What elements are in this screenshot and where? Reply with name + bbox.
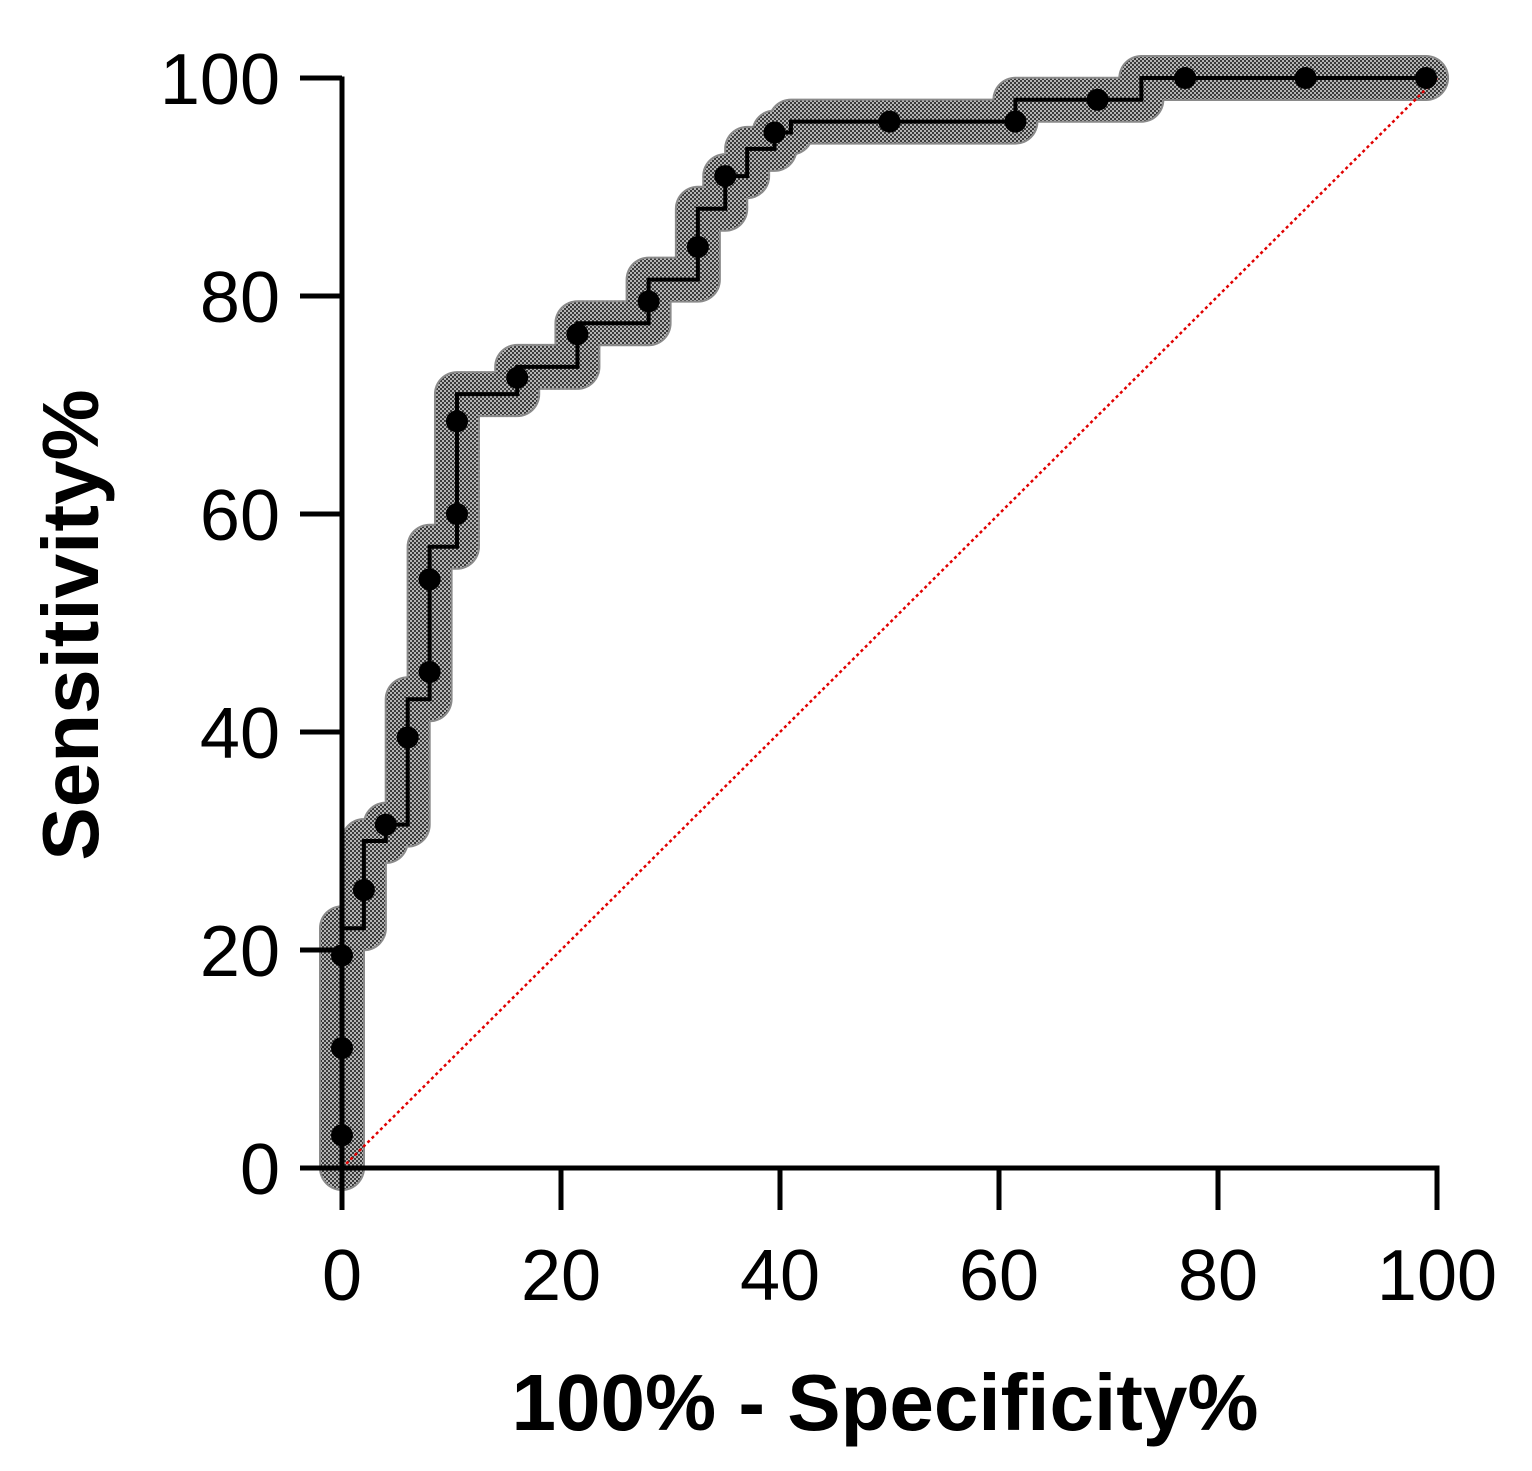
roc-point	[331, 944, 353, 967]
roc-point	[418, 568, 441, 591]
roc-point	[1415, 67, 1438, 89]
roc-point	[445, 410, 468, 433]
x-tick-label: 40	[740, 1236, 820, 1316]
roc-point	[352, 879, 375, 902]
roc-markers-layer	[331, 67, 1438, 1147]
y-tick-label: 20	[200, 912, 280, 992]
x-tick-label: 20	[521, 1236, 601, 1316]
tick-labels-layer: 0 20 40 60 80 100 0 20 40 60 80 100	[160, 40, 1497, 1316]
x-tick-label: 0	[322, 1236, 362, 1316]
roc-point	[714, 165, 737, 188]
roc-point	[566, 323, 589, 346]
roc-point	[1086, 88, 1109, 111]
roc-point	[418, 661, 441, 684]
y-axis-title: Sensitivity%	[26, 389, 115, 860]
x-axis-title: 100% - Specificity%	[512, 1358, 1259, 1447]
x-tick-label: 100	[1377, 1236, 1497, 1316]
reference-line	[341, 77, 1438, 1169]
roc-point	[445, 503, 468, 525]
roc-point	[878, 110, 901, 133]
x-tick-label: 80	[1178, 1236, 1258, 1316]
roc-curve-line	[340, 76, 1427, 1168]
y-tick-label: 60	[200, 476, 280, 556]
roc-point	[686, 235, 709, 258]
roc-point	[506, 366, 529, 389]
y-tick-label: 80	[200, 258, 280, 338]
x-tick-label: 60	[959, 1236, 1039, 1316]
roc-point	[396, 726, 419, 749]
y-tick-label: 100	[160, 40, 280, 120]
reference-line-layer	[341, 77, 1438, 1169]
roc-point	[1174, 67, 1197, 89]
roc-curve-layer	[340, 76, 1427, 1168]
roc-point	[1294, 67, 1317, 89]
y-tick-label: 40	[200, 694, 280, 774]
roc-point	[331, 1037, 353, 1060]
roc-point	[763, 121, 786, 144]
roc-point	[1004, 110, 1027, 133]
roc-point	[374, 813, 397, 836]
roc-point	[331, 1124, 353, 1147]
y-tick-label: 0	[240, 1130, 280, 1210]
roc-point	[637, 290, 660, 313]
